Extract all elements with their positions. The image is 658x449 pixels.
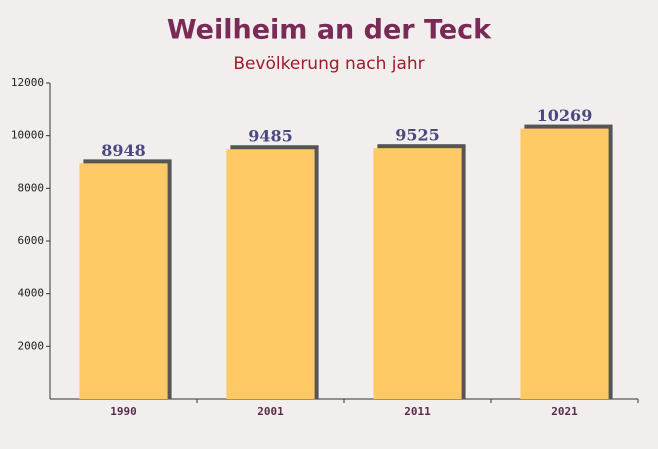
- bar: [520, 128, 609, 399]
- bar: [79, 163, 168, 399]
- y-tick-label: 2000: [18, 339, 45, 352]
- x-tick-label: 2021: [551, 405, 578, 418]
- x-tick-label: 1990: [110, 405, 137, 418]
- value-label: 10269: [537, 106, 593, 125]
- bar: [226, 149, 315, 399]
- y-tick-label: 10000: [11, 129, 44, 142]
- y-tick-label: 12000: [11, 76, 44, 89]
- bar: [373, 148, 462, 399]
- y-tick-label: 8000: [18, 181, 45, 194]
- y-tick-label: 6000: [18, 234, 45, 247]
- x-tick-label: 2011: [404, 405, 431, 418]
- y-tick-label: 4000: [18, 287, 45, 300]
- value-label: 9485: [248, 127, 293, 146]
- chart-subtitle: Bevölkerung nach jahr: [233, 54, 424, 74]
- value-label: 8948: [101, 141, 146, 160]
- chart-title: Weilheim an der Teck: [167, 15, 492, 46]
- x-tick-label: 2001: [257, 405, 284, 418]
- value-label: 9525: [395, 126, 440, 145]
